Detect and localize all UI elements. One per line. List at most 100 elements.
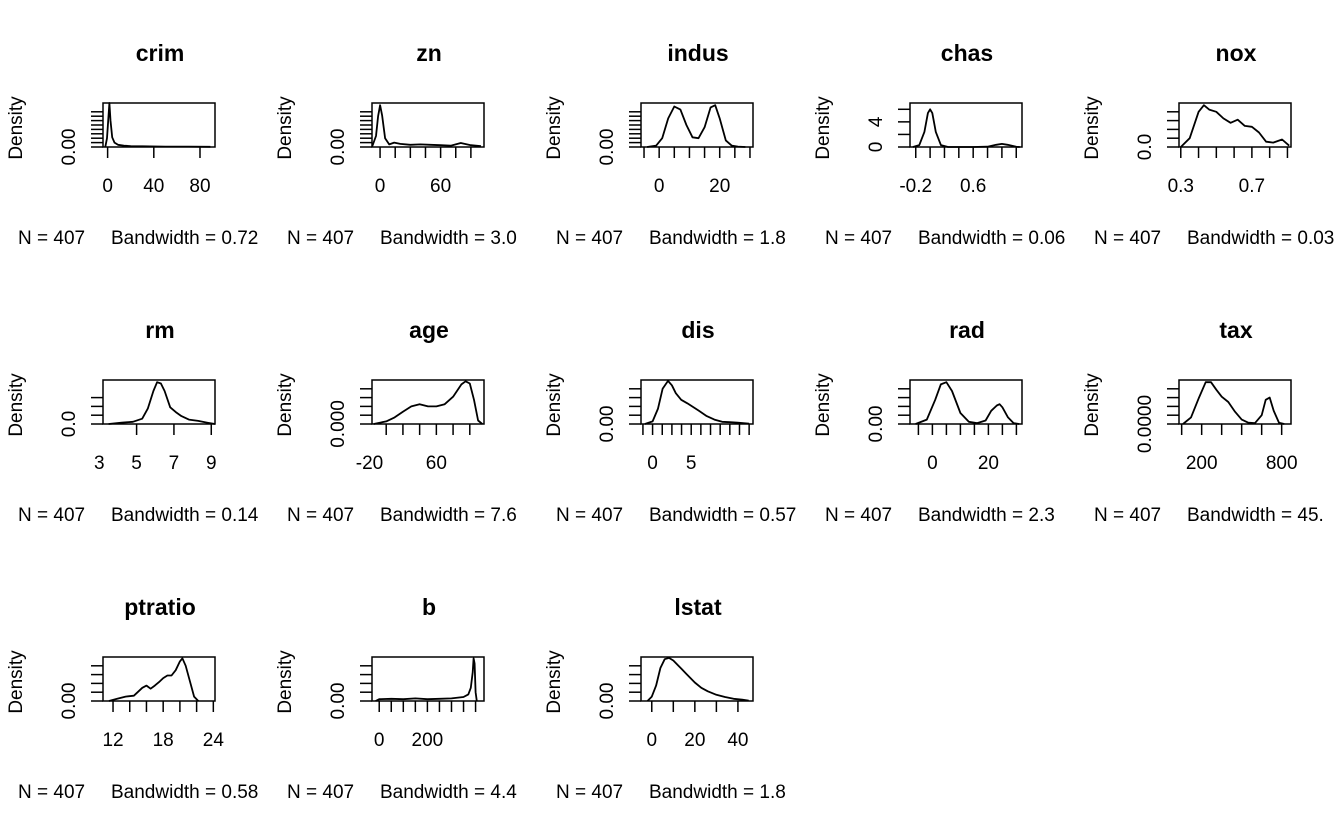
panel-footer: N = 407 Bandwidth = 1.8: [556, 228, 786, 249]
panel-b: b Density 0.00 0 200 N = 407 Bandwidth = 4.4: [275, 594, 517, 803]
x-tick-label: 200: [1186, 453, 1218, 474]
x-tick-label: 60: [430, 176, 451, 197]
n-count: N = 407: [556, 782, 623, 803]
x-tick-label: 9: [206, 453, 217, 474]
x-tick-label: 7: [169, 453, 180, 474]
panel-title: zn: [416, 40, 442, 66]
bandwidth-label: Bandwidth = 0.06: [918, 228, 1065, 249]
panel-lstat: lstat Density 0.00 0 20 40 N = 407 Bandwidth = …: [544, 594, 786, 803]
plot-frame: [371, 102, 485, 148]
n-count: N = 407: [18, 782, 85, 803]
panel-footer: N = 407 Bandwidth = 0.06: [825, 228, 1065, 249]
panel-footer: N = 407 Bandwidth = 0.03: [1094, 228, 1334, 249]
y-axis-label: Density: [813, 96, 834, 160]
x-tick-label: 40: [143, 176, 164, 197]
panel-crim: crim Density 0.00 0 40 80 N = 407 Bandwidth = 0…: [6, 40, 258, 249]
plot-frame: [1178, 379, 1292, 425]
panel-title: rm: [145, 317, 174, 343]
panel-zn: zn Density 0.00 0 60 N = 407 Bandwidth = 3.0: [275, 40, 517, 249]
x-tick-label: 80: [189, 176, 210, 197]
y-axis-label: Density: [1082, 96, 1103, 160]
bandwidth-label: Bandwidth = 7.6: [380, 505, 517, 526]
panel-footer: N = 407 Bandwidth = 7.6: [287, 505, 517, 526]
panel-title: age: [409, 317, 449, 343]
y-tick-label: 0.0000: [1135, 395, 1156, 453]
density-line: [375, 657, 478, 702]
x-tick-label: 0: [654, 176, 665, 197]
x-tick-label: -0.2: [899, 176, 932, 197]
bandwidth-label: Bandwidth = 1.8: [649, 228, 786, 249]
y-tick-label: 0.00: [597, 129, 618, 166]
x-tick-label: 12: [102, 730, 123, 751]
bandwidth-label: Bandwidth = 2.3: [918, 505, 1055, 526]
panel-title: crim: [136, 40, 185, 66]
density-line: [646, 104, 746, 148]
y-tick-label: 0.0: [1135, 134, 1156, 160]
x-tick-label: 5: [131, 453, 142, 474]
n-count: N = 407: [287, 228, 354, 249]
panel-title: ptratio: [124, 594, 196, 620]
n-count: N = 407: [287, 505, 354, 526]
plot-frame: [640, 379, 754, 425]
panel-rm: rm Density 0.0 3 5 7 9 N = 407 Bandwidth = 0.14: [6, 317, 259, 526]
y-tick-label: 0.000: [328, 400, 349, 448]
n-count: N = 407: [287, 782, 354, 803]
y-axis-label: Density: [1082, 373, 1103, 437]
y-tick-label: 0.00: [866, 406, 887, 443]
panel-footer: N = 407 Bandwidth = 0.58: [18, 782, 258, 803]
panel-title: lstat: [674, 594, 722, 620]
density-line: [1180, 104, 1290, 148]
density-line: [646, 657, 749, 702]
y-tick-label: 0.0: [59, 411, 80, 437]
bandwidth-label: Bandwidth = 0.03: [1187, 228, 1334, 249]
panel-rad: rad Density 0.00 0 20 N = 407 Bandwidth = 2.3: [813, 317, 1055, 526]
panel-footer: N = 407 Bandwidth = 45.: [1094, 505, 1324, 526]
y-axis-label: Density: [813, 373, 834, 437]
density-line: [104, 102, 211, 148]
x-tick-label: 20: [709, 176, 730, 197]
y-axis-label: Density: [544, 96, 565, 160]
density-line: [912, 108, 1020, 148]
panel-footer: N = 407 Bandwidth = 0.72: [18, 228, 258, 249]
y-tick-label: 0.00: [328, 683, 349, 720]
y-tick-label: 0.00: [59, 129, 80, 166]
x-tick-label: 0: [374, 730, 385, 751]
panel-title: nox: [1216, 40, 1257, 66]
x-tick-label: 0: [375, 176, 386, 197]
y-axis-label: Density: [544, 373, 565, 437]
bandwidth-label: Bandwidth = 4.4: [380, 782, 517, 803]
panel-age: age Density 0.000 -20 60 N = 407 Bandwidth = 7…: [275, 317, 517, 526]
density-line: [1182, 381, 1285, 425]
y-axis-label: Density: [544, 650, 565, 714]
density-line: [371, 104, 482, 148]
panel-title: tax: [1219, 317, 1252, 343]
x-tick-label: 18: [153, 730, 174, 751]
plot-frame: [640, 102, 754, 148]
n-count: N = 407: [18, 505, 85, 526]
bandwidth-label: Bandwidth = 0.14: [111, 505, 259, 526]
x-tick-label: 3: [94, 453, 105, 474]
y-axis-label: Density: [275, 96, 296, 160]
bandwidth-label: Bandwidth = 1.8: [649, 782, 786, 803]
plot-frame: [102, 656, 216, 702]
panel-nox: nox Density 0.0 0.3 0.7 N = 407 Bandwidth = 0.…: [1082, 40, 1334, 249]
panel-title: b: [422, 594, 436, 620]
panel-footer: N = 407 Bandwidth = 2.3: [825, 505, 1055, 526]
x-tick-label: 24: [203, 730, 225, 751]
plot-frame: [909, 379, 1023, 425]
y-tick-label: 0.00: [597, 683, 618, 720]
panel-chas: chas Density 0 4 -0.2 0.6 N = 407 Bandwidth = 0…: [813, 40, 1065, 249]
x-tick-label: 0: [102, 176, 113, 197]
panel-title: indus: [667, 40, 728, 66]
density-line: [915, 381, 1020, 425]
panel-footer: N = 407 Bandwidth = 1.8: [556, 782, 786, 803]
bandwidth-label: Bandwidth = 0.58: [111, 782, 258, 803]
panel-footer: N = 407 Bandwidth = 0.57: [556, 505, 796, 526]
x-tick-label: -20: [356, 453, 383, 474]
x-tick-label: 0.6: [960, 176, 986, 197]
y-axis-label: Density: [275, 373, 296, 437]
y-tick-label: 0.00: [59, 683, 80, 720]
density-line: [373, 380, 483, 425]
density-line: [108, 657, 199, 702]
plot-frame: [909, 102, 1023, 148]
